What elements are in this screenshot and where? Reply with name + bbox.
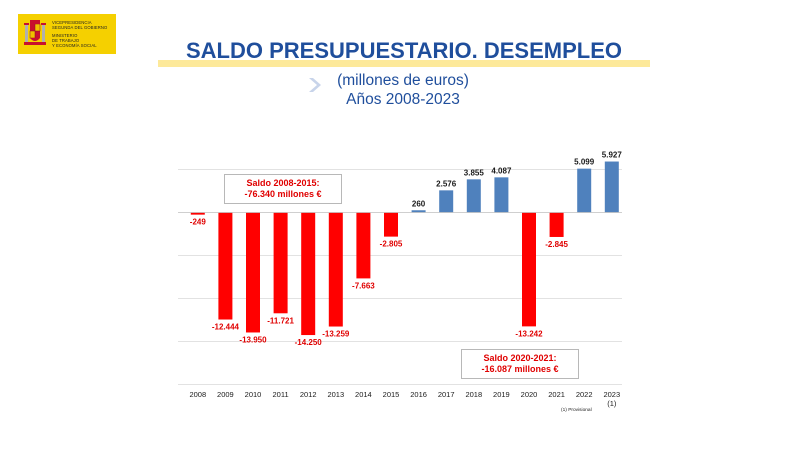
bar-2012 xyxy=(301,212,316,336)
subtitle-units: (millones de euros) xyxy=(337,72,469,89)
bar-2014 xyxy=(356,212,371,279)
data-label-2016: 260 xyxy=(412,199,426,208)
coat-of-arms-icon xyxy=(24,20,46,45)
data-label-2014: -7.663 xyxy=(352,281,375,290)
data-label-2015: -2.805 xyxy=(380,240,403,249)
data-label-2009: -12.444 xyxy=(212,323,240,332)
annotation-box-2020-2021: Saldo 2020-2021: -16.087 millones € xyxy=(461,349,579,379)
bar-2009 xyxy=(218,212,233,320)
title-underline-band xyxy=(158,60,650,67)
logo-line: DE TRABAJO xyxy=(52,38,80,43)
annotation-box-2008-2015: Saldo 2008-2015: -76.340 millones € xyxy=(224,174,342,204)
x-tick-label: 2019 xyxy=(493,390,510,399)
x-tick-label: 2008 xyxy=(189,390,206,399)
bar-2010 xyxy=(246,212,260,333)
data-label-2010: -13.950 xyxy=(239,335,267,344)
bar-2023 xyxy=(604,161,619,213)
x-tick-label: 2018 xyxy=(465,390,482,399)
logo-text: VICEPRESIDENCIA SEGUNDA DEL GOBIERNO MIN… xyxy=(52,20,107,48)
x-tick-label: 2012 xyxy=(300,390,317,399)
data-label-2021: -2.845 xyxy=(545,240,568,249)
x-tick-label: 2023 xyxy=(603,390,620,399)
subtitle-years: Años 2008-2023 xyxy=(346,91,460,108)
data-label-2017: 2.576 xyxy=(436,179,457,188)
x-tick-label: 2017 xyxy=(438,390,455,399)
bar-2008 xyxy=(190,212,205,215)
data-label-2013: -13.259 xyxy=(322,330,350,339)
logo-line: MINISTERIO xyxy=(52,33,78,38)
footnote: (1) Provisional xyxy=(561,408,592,413)
data-label-2018: 3.855 xyxy=(464,168,485,177)
x-tick-label: 2021 xyxy=(548,390,565,399)
logo-line: Y ECONOMÍA SOCIAL xyxy=(52,43,97,48)
bar-2022 xyxy=(577,168,592,213)
data-label-2023: 5.927 xyxy=(602,151,623,160)
data-label-2011: -11.721 xyxy=(267,316,294,325)
data-label-2008: -249 xyxy=(190,218,207,227)
x-tick-label: 2010 xyxy=(245,390,262,399)
logo-line: SEGUNDA DEL GOBIERNO xyxy=(52,25,108,30)
logo-line: VICEPRESIDENCIA xyxy=(52,20,92,25)
bar-2013 xyxy=(328,212,343,327)
government-logo: VICEPRESIDENCIA SEGUNDA DEL GOBIERNO MIN… xyxy=(18,14,116,54)
bar-2017 xyxy=(439,190,454,213)
bar-2015 xyxy=(384,212,398,237)
data-label-2020: -13.242 xyxy=(515,329,543,338)
x-tick-label: 2020 xyxy=(521,390,538,399)
bar-2018 xyxy=(466,179,481,213)
bar-2011 xyxy=(273,212,288,314)
page-title: SALDO PRESUPUESTARIO. DESEMPLEO xyxy=(186,38,622,63)
bar-2020 xyxy=(522,212,536,327)
data-label-2022: 5.099 xyxy=(574,158,595,167)
x-tick-label: 2013 xyxy=(327,390,344,399)
x-tick-label: 2022 xyxy=(576,390,593,399)
x-tick-label: 2009 xyxy=(217,390,234,399)
data-label-2019: 4.087 xyxy=(491,166,512,175)
chart-subtitle: (millones de euros) Años 2008-2023 xyxy=(300,71,506,109)
annotation-title: Saldo 2020-2021: xyxy=(483,353,557,363)
chevron-right-icon xyxy=(309,78,321,92)
annotation-value: -16.087 millones € xyxy=(481,364,559,374)
annotation-title: Saldo 2008-2015: xyxy=(246,178,320,188)
bar-2016 xyxy=(411,210,426,213)
bar-2019 xyxy=(494,177,509,213)
x-tick-note: (1) xyxy=(607,399,617,408)
data-label-2012: -14.250 xyxy=(295,338,323,347)
x-tick-label: 2014 xyxy=(355,390,372,399)
x-tick-label: 2011 xyxy=(273,390,289,399)
x-tick-label: 2016 xyxy=(410,390,427,399)
x-tick-label: 2015 xyxy=(383,390,400,399)
bar-2021 xyxy=(549,212,564,237)
annotation-value: -76.340 millones € xyxy=(244,189,322,199)
